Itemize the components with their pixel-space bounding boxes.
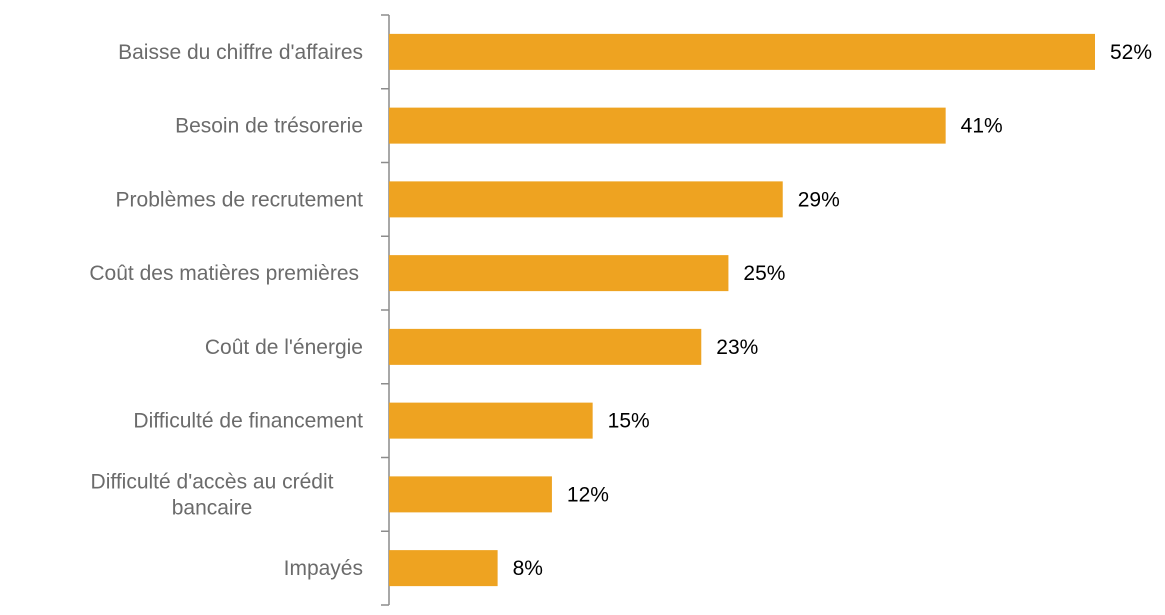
- bar: [389, 255, 729, 292]
- value-label: 8%: [513, 557, 543, 580]
- category-label: Coût de l'énergie: [205, 336, 363, 359]
- bar: [389, 107, 946, 144]
- category-label-line: Difficulté d'accès au crédit: [91, 470, 334, 493]
- bar: [389, 33, 1095, 70]
- category-label: Besoin de trésorerie: [175, 115, 363, 138]
- value-label: 12%: [567, 483, 609, 506]
- value-label: 25%: [743, 262, 785, 285]
- value-label: 15%: [608, 410, 650, 433]
- category-label: Difficulté de financement: [133, 410, 363, 433]
- bars-group: [389, 33, 1095, 587]
- bar: [389, 476, 552, 513]
- bar: [389, 550, 498, 587]
- bar: [389, 328, 702, 365]
- bar: [389, 402, 593, 439]
- category-labels-group: Baisse du chiffre d'affaires Besoin de tr…: [89, 41, 363, 580]
- value-label: 52%: [1110, 41, 1152, 64]
- bar: [389, 181, 783, 218]
- value-labels-group: 52% 41% 29% 25% 23% 15% 12% 8%: [513, 41, 1152, 580]
- category-label: Problèmes de recrutement: [116, 188, 364, 211]
- category-axis: [381, 14, 390, 606]
- category-label: Impayés: [284, 557, 363, 580]
- value-label: 29%: [798, 188, 840, 211]
- category-label: Coût des matières premières: [89, 262, 359, 285]
- category-label-line: bancaire: [172, 496, 253, 519]
- value-label: 41%: [961, 115, 1003, 138]
- value-label: 23%: [716, 336, 758, 359]
- category-label: Baisse du chiffre d'affaires: [118, 41, 363, 64]
